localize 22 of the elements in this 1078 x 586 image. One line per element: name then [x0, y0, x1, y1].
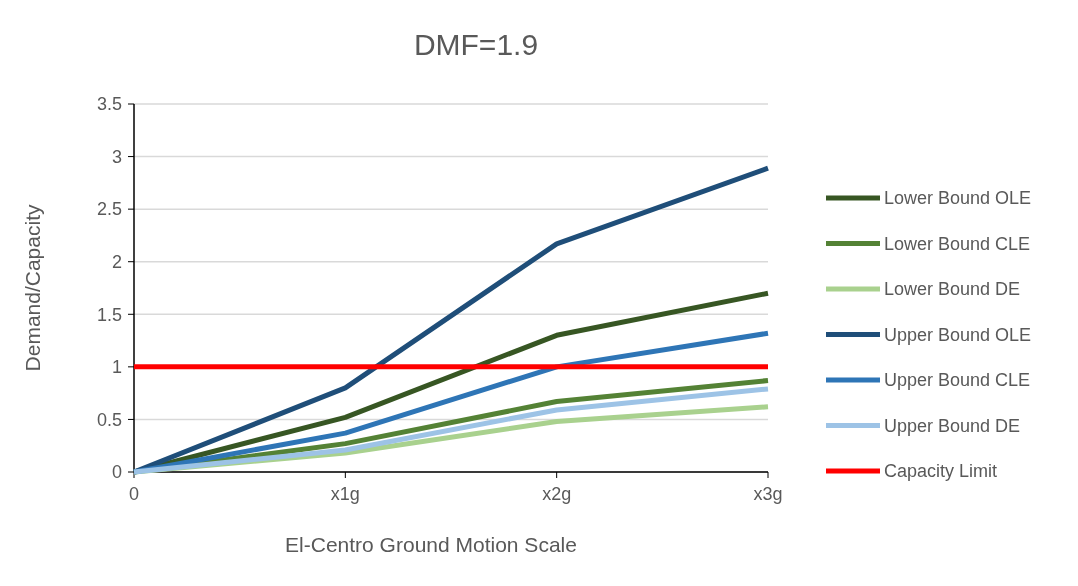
x-tick-label: x3g — [753, 484, 783, 504]
x-tick-label: x2g — [542, 484, 572, 504]
y-tick-label: 0 — [111, 462, 122, 483]
legend-label: Lower Bound CLE — [884, 233, 1031, 254]
legend-label: Upper Bound OLE — [884, 324, 1032, 345]
legend-label: Upper Bound DE — [884, 415, 1021, 436]
y-tick-label: 3 — [111, 146, 122, 167]
legend-label: Capacity Limit — [884, 461, 998, 482]
x-axis-title: El-Centro Ground Motion Scale — [285, 533, 577, 556]
y-axis-title: Demand/Capacity — [21, 204, 44, 372]
y-tick-label: 1 — [111, 357, 122, 378]
x-tick-label: 0 — [128, 484, 140, 504]
y-tick-label: 1.5 — [96, 304, 122, 325]
y-tick-label: 2 — [111, 252, 122, 273]
x-tick-label: x1g — [330, 484, 360, 504]
legend-label: Lower Bound OLE — [884, 188, 1032, 209]
y-tick-label: 3.5 — [96, 94, 122, 115]
y-tick-label: 0.5 — [96, 409, 122, 430]
legend-label: Upper Bound CLE — [884, 370, 1031, 391]
legend-label: Lower Bound DE — [884, 279, 1021, 300]
y-tick-label: 2.5 — [96, 199, 122, 220]
chart-title: DMF=1.9 — [413, 28, 539, 61]
